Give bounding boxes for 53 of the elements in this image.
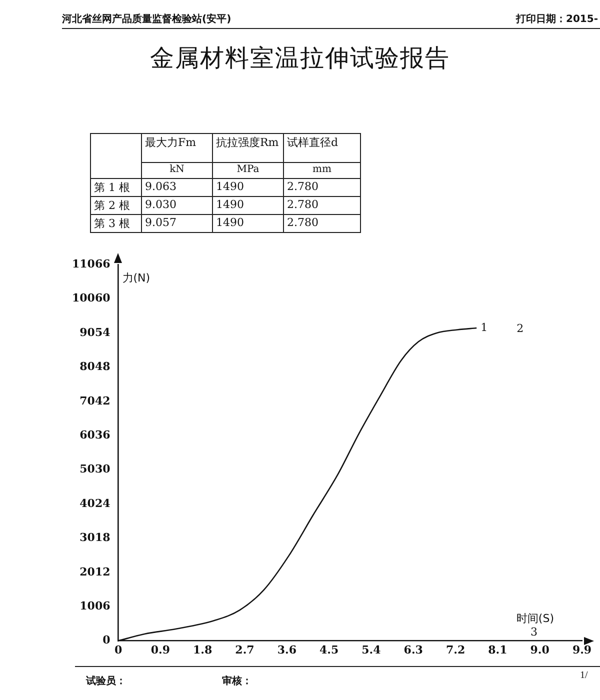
- x-tick-label: 8.1: [488, 643, 508, 656]
- text: 9.030: [142, 196, 212, 214]
- x-axis-title: 时间(S): [516, 612, 554, 626]
- x-tick-label: 0: [114, 643, 122, 656]
- y-tick-label: 10060: [72, 292, 111, 305]
- y-tick-label: 8048: [80, 360, 111, 374]
- text: 抗拉强度Rm: [212, 134, 284, 162]
- y-axis-title: 力(N): [122, 271, 150, 284]
- y-tick-label: 7042: [80, 394, 110, 408]
- text: 河北省丝网产品质量监督检验站(安平): [62, 12, 232, 26]
- annotation: 1: [480, 320, 488, 334]
- x-tick-label: 6.3: [404, 643, 423, 656]
- text: 最大力Fm: [142, 134, 212, 162]
- y-tick-label: 6036: [80, 428, 111, 442]
- text: 2.780: [284, 196, 360, 214]
- y-tick-label: 1006: [80, 599, 111, 612]
- x-tick-label: 5.4: [362, 643, 382, 656]
- text: 审核：: [222, 674, 252, 688]
- x-tick-label: 4.5: [319, 643, 339, 656]
- annotation: 2: [516, 322, 524, 335]
- text: mm: [284, 162, 360, 178]
- y-tick-label: 4024: [80, 496, 111, 510]
- text: 1/: [580, 670, 588, 681]
- text: 1490: [212, 196, 284, 214]
- text: 2.780: [284, 178, 360, 196]
- text: MPa: [212, 162, 284, 178]
- text: 试样直径d: [284, 134, 360, 162]
- y-tick-label: 5030: [80, 462, 111, 476]
- y-tick-label: 3018: [80, 531, 111, 544]
- x-tick-label: 1.8: [193, 643, 212, 656]
- y-tick-label: 0: [102, 634, 111, 647]
- text: 9.057: [142, 214, 212, 232]
- text: 试验员：: [86, 674, 126, 688]
- x-tick-label: 3.6: [277, 643, 297, 656]
- x-tick-label: 7.2: [446, 643, 466, 656]
- y-tick-label: 2012: [80, 565, 110, 578]
- text: 第 2 根: [90, 196, 142, 214]
- chart-title: 金属材料室温拉伸试验报告: [149, 43, 451, 74]
- text: 2.780: [284, 214, 360, 232]
- x-tick-label: 0.9: [150, 643, 170, 656]
- text: kN: [142, 162, 212, 178]
- text: 打印日期：2015-: [516, 12, 598, 26]
- x-tick-label: 9.0: [530, 643, 550, 656]
- text: 第 1 根: [90, 178, 142, 196]
- y-tick-label: 11066: [72, 257, 111, 270]
- annotation: 3: [530, 626, 538, 639]
- text: 1490: [212, 178, 284, 196]
- text: 1490: [212, 214, 284, 232]
- text: 第 3 根: [90, 214, 142, 232]
- x-tick-label: 9.9: [572, 643, 592, 656]
- text: 9.063: [142, 178, 212, 196]
- x-tick-label: 2.7: [235, 643, 254, 656]
- y-tick-label: 9054: [80, 326, 111, 339]
